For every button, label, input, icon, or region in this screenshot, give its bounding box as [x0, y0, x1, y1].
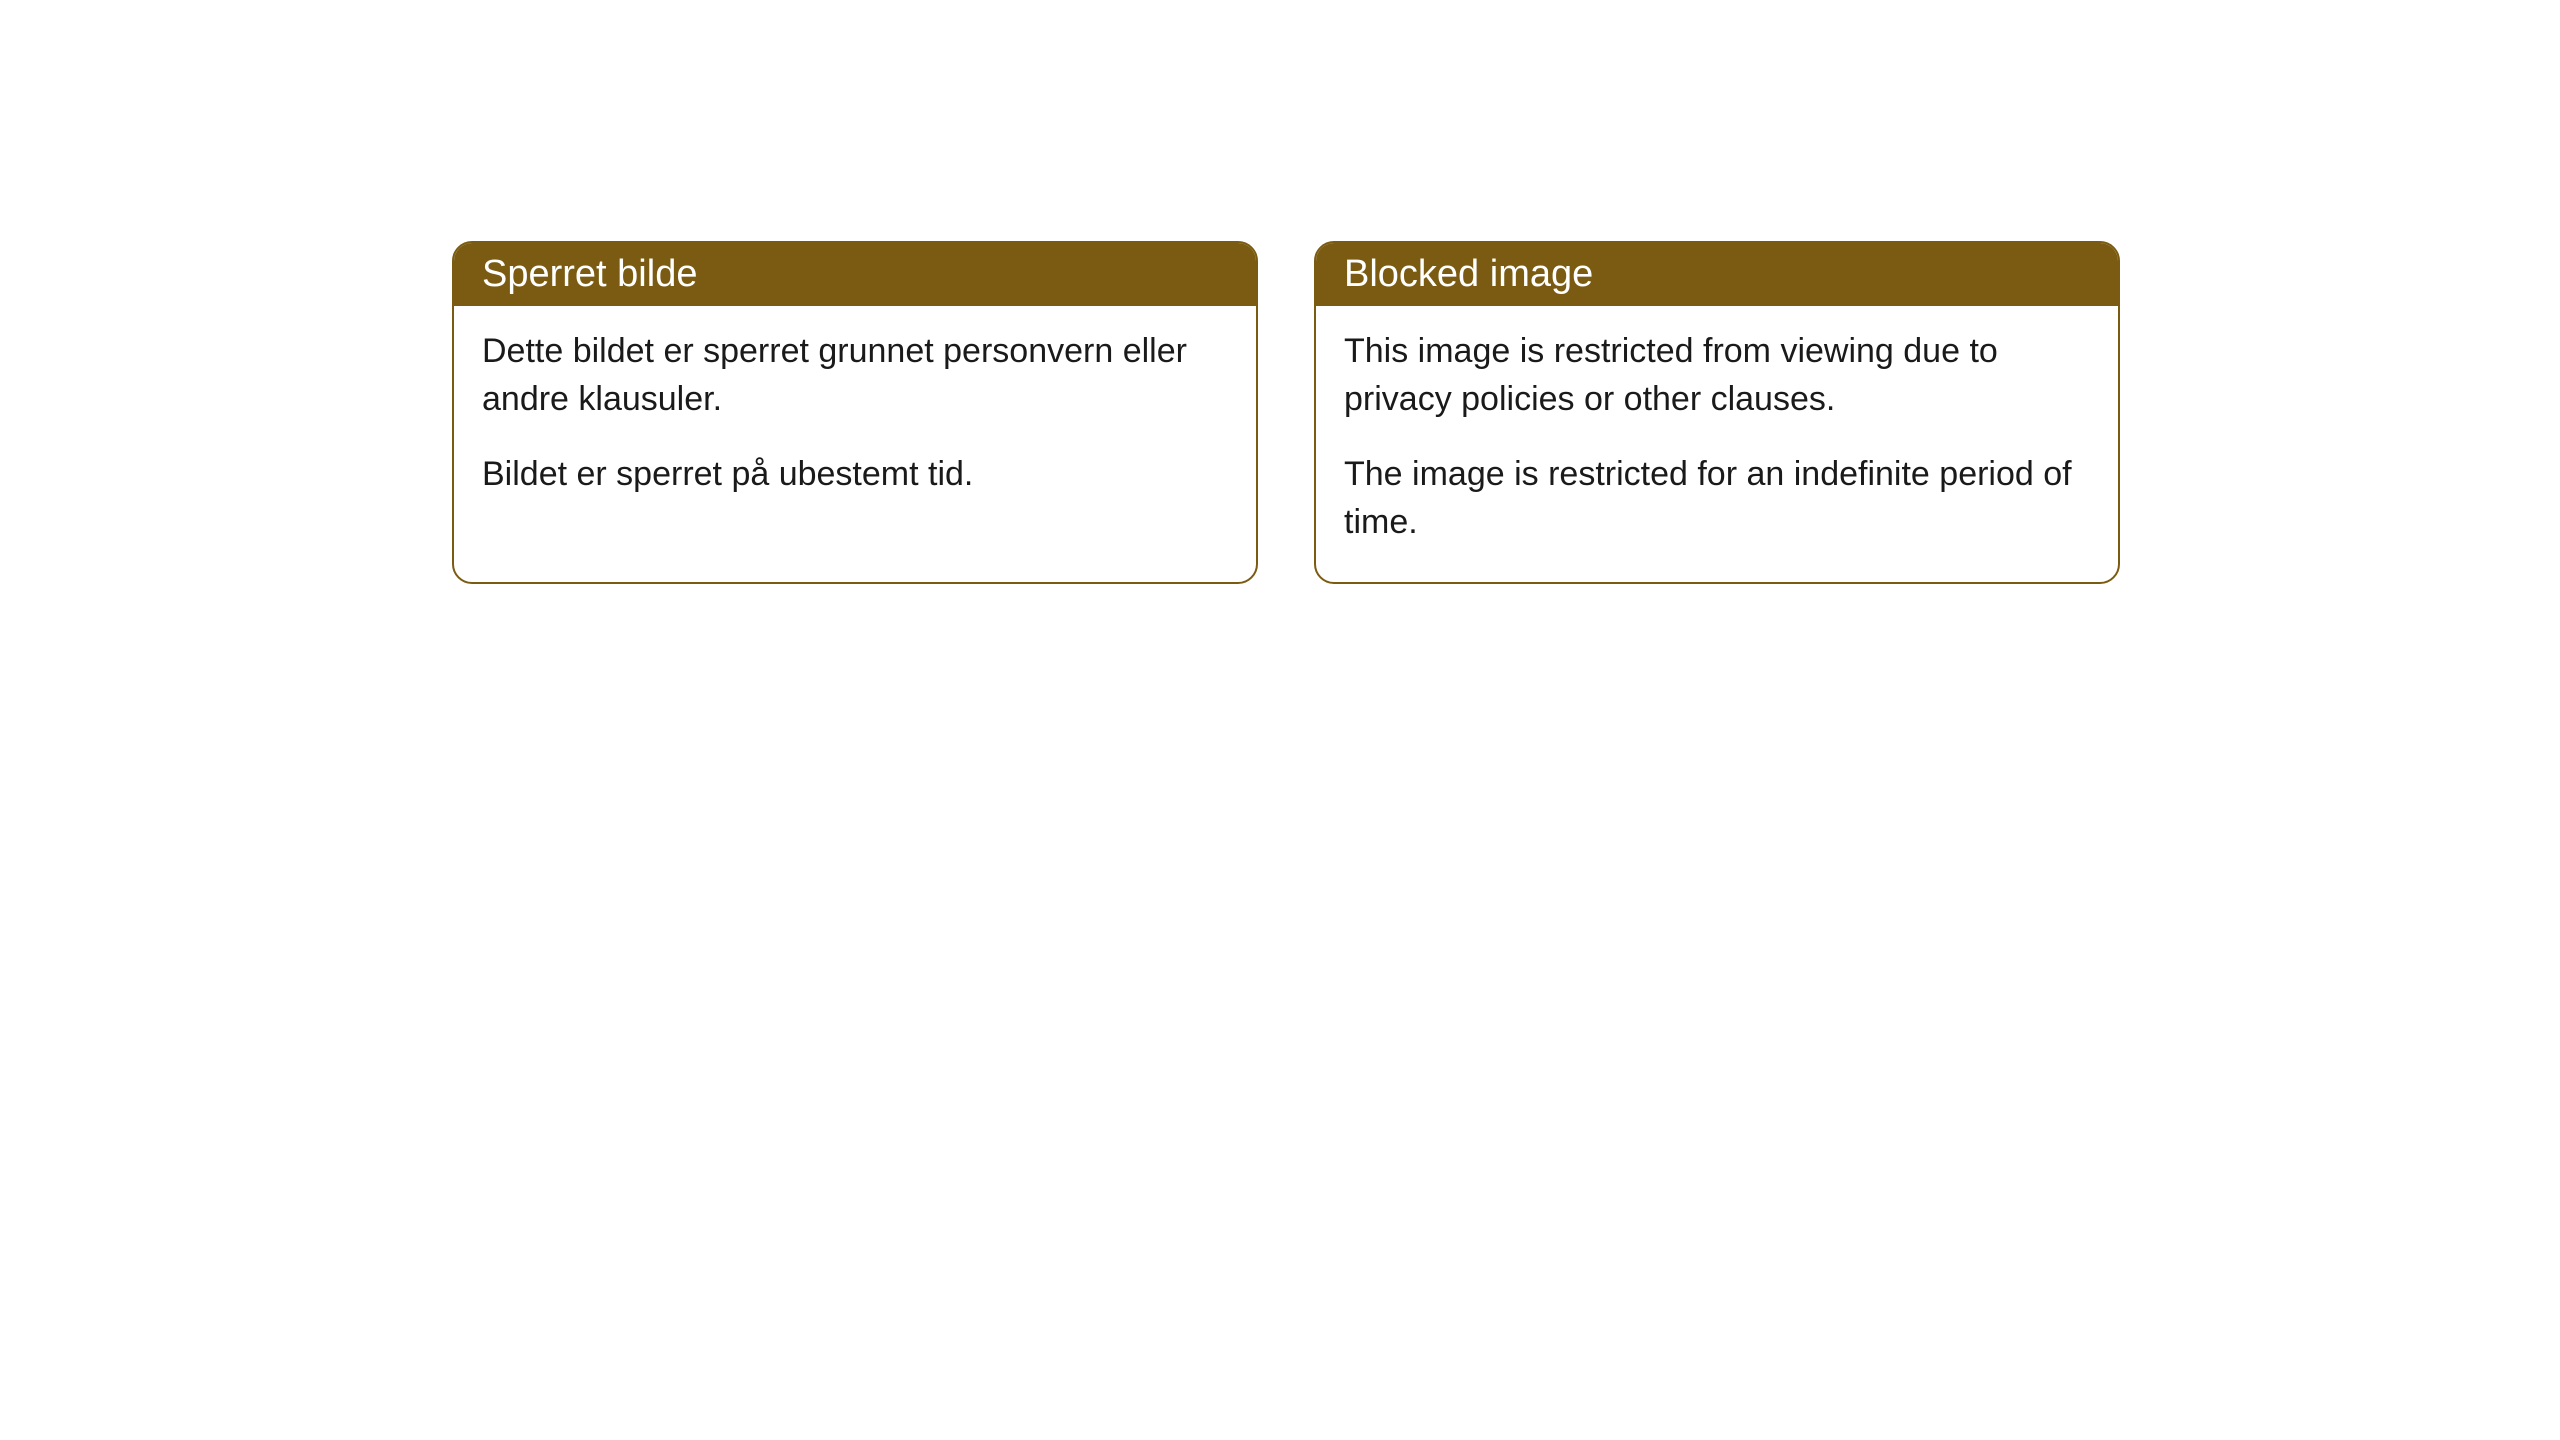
card-paragraph: This image is restricted from viewing du… [1344, 328, 2090, 423]
card-header: Blocked image [1316, 243, 2118, 306]
notice-cards-container: Sperret bilde Dette bildet er sperret gr… [452, 241, 2120, 584]
card-paragraph: Bildet er sperret på ubestemt tid. [482, 451, 1228, 499]
card-paragraph: Dette bildet er sperret grunnet personve… [482, 328, 1228, 423]
card-body: Dette bildet er sperret grunnet personve… [454, 306, 1256, 535]
card-title: Sperret bilde [482, 253, 697, 295]
card-paragraph: The image is restricted for an indefinit… [1344, 451, 2090, 546]
notice-card-norwegian: Sperret bilde Dette bildet er sperret gr… [452, 241, 1258, 584]
card-header: Sperret bilde [454, 243, 1256, 306]
card-body: This image is restricted from viewing du… [1316, 306, 2118, 582]
card-title: Blocked image [1344, 253, 1593, 295]
notice-card-english: Blocked image This image is restricted f… [1314, 241, 2120, 584]
